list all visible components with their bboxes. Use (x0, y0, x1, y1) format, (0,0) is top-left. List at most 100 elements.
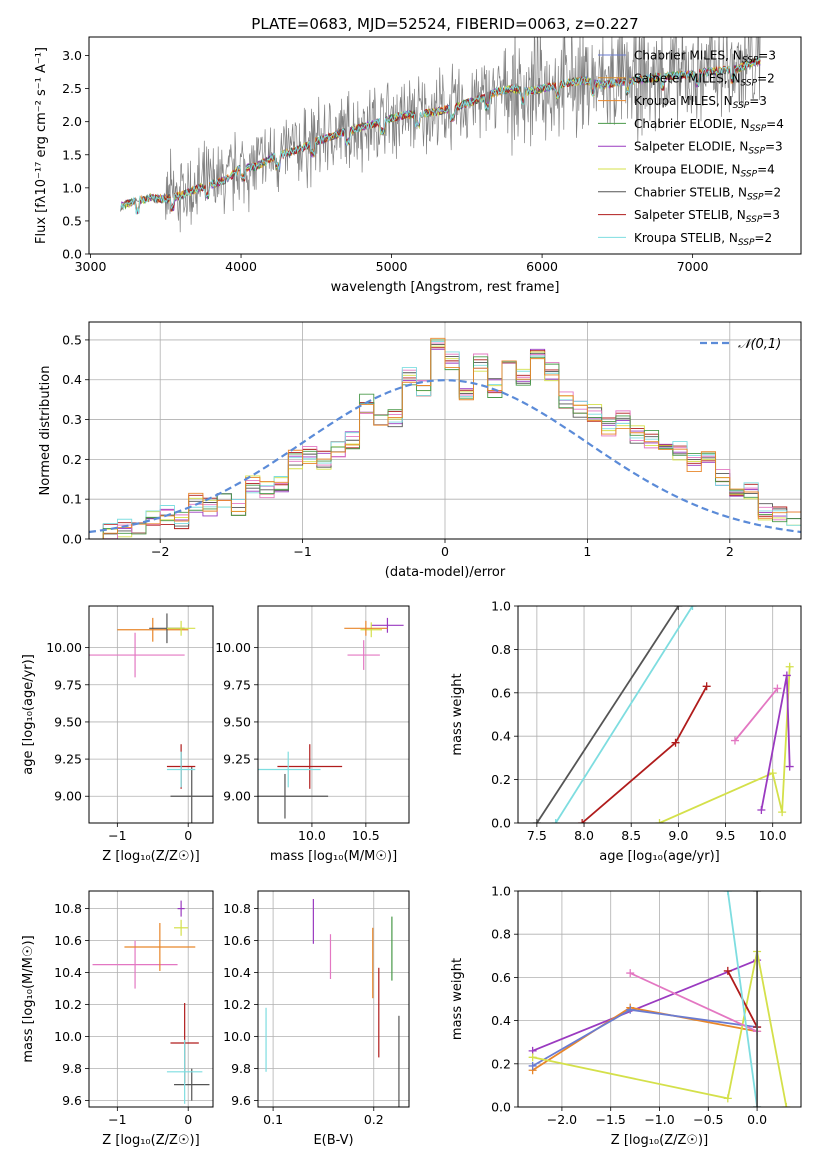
weight-point-marker (528, 1061, 537, 1070)
axes-frame (88, 890, 214, 1108)
weight-point-marker (782, 1103, 791, 1107)
y-tick-label: 2.5 (62, 81, 82, 96)
legend-entry: Salpeter MILES, NSSP=2 (634, 71, 775, 88)
axes-frame (88, 36, 802, 255)
y-tick-label: 10.0 (223, 1029, 251, 1044)
y-tick-label: 1.5 (62, 147, 82, 162)
x-tick-label: 6000 (526, 259, 558, 274)
y-tick-label: 10.00 (46, 640, 82, 655)
y-tick-label: 9.6 (62, 1093, 82, 1108)
weight-point-marker (671, 738, 680, 747)
age-vs-mass-panel: 10.0 10.5 9.00 9.25 9.50 9.75 10.00 mass [log₁₀… (215, 605, 410, 864)
y-tick-label: 9.75 (223, 677, 251, 692)
weight-point-marker (753, 891, 762, 895)
legend-entry: Kroupa STELIB, NSSP=2 (634, 231, 772, 248)
weight-point-marker (778, 808, 787, 817)
x-tick-label: −2 (151, 544, 169, 559)
y-tick-label: 0.4 (62, 372, 82, 387)
x-tick-label: −1 (293, 544, 311, 559)
legend-entry: Salpeter ELODIE, NSSP=3 (634, 140, 783, 157)
y-tick-label: 0.2 (491, 1056, 511, 1071)
data-layer (120, 37, 761, 233)
y-tick-label: 0.6 (491, 970, 511, 985)
weight-series-line (726, 891, 758, 1107)
x-tick-label: −1.5 (596, 1112, 626, 1127)
y-tick-label: 3.0 (62, 48, 82, 63)
y-tick-label: 10.4 (223, 965, 251, 980)
axes-frame (88, 321, 802, 540)
x-tick-label: 9.0 (668, 828, 688, 843)
x-tick-label: 7000 (677, 259, 709, 274)
legend-entry: Chabrier STELIB, NSSP=2 (634, 185, 781, 202)
y-axis-label: age [log₁₀(age/yr)] (21, 654, 36, 775)
weight-series-line (532, 1006, 758, 1072)
y-tick-label: 10.2 (54, 997, 82, 1012)
weight-series-line (536, 606, 680, 823)
mass-weight-vs-metallicity-panel: −2.0 −1.5 −1.0 −0.5 0.0 0.0 0.2 0.4 0.6 0.8 1.0 Z [… (450, 884, 802, 1148)
y-tick-label: 0.8 (491, 642, 511, 657)
y-tick-label: 10.6 (223, 933, 251, 948)
y-tick-label: 0.5 (62, 213, 82, 228)
mass-weight-vs-age-panel: 7.5 8.0 8.5 9.0 9.5 10.0 0.0 0.2 0.4 0.6 0.8 1.0 age… (450, 599, 802, 864)
y-tick-label: 10.4 (54, 965, 82, 980)
x-axis-label: mass [log₁₀(M/M☉)] (270, 849, 397, 864)
y-tick-label: 0.6 (491, 685, 511, 700)
y-tick-label: 0.3 (62, 412, 82, 427)
y-tick-label: 9.00 (54, 789, 82, 804)
x-axis-label: Z [log₁₀(Z/Z☉)] (102, 1133, 199, 1148)
x-tick-label: −1.0 (644, 1112, 674, 1127)
model-spectrum-line (120, 56, 761, 215)
x-tick-label: 0.0 (747, 1112, 767, 1127)
y-tick-label: 9.6 (231, 1093, 251, 1108)
weight-point-marker (785, 662, 794, 671)
x-tick-label: 4000 (225, 259, 257, 274)
y-tick-label: 9.25 (223, 752, 251, 767)
weight-point-marker (532, 819, 541, 823)
weight-point-marker (626, 1005, 635, 1014)
y-tick-label: 0.0 (62, 247, 82, 262)
axes-frame (517, 890, 802, 1108)
weight-point-marker (578, 819, 587, 823)
weight-point-marker (688, 606, 697, 610)
mass-vs-ebv-panel: 0.1 0.2 9.6 9.8 10.0 10.2 10.4 10.6 10.8 E(B-V) (223, 890, 410, 1148)
histogram-step (89, 337, 801, 539)
x-tick-label: 10.0 (298, 828, 326, 843)
weight-point-marker (551, 819, 560, 823)
x-axis-label: wavelength [Angstrom, rest frame] (331, 280, 560, 295)
legend-entry: Kroupa MILES, NSSP=3 (634, 94, 767, 111)
data-layer (532, 606, 794, 823)
weight-point-marker (723, 891, 732, 895)
x-tick-label: 0.2 (364, 1112, 384, 1127)
y-axis-label: Flux [fλ10⁻¹⁷ erg cm⁻² s⁻¹ A⁻¹] (34, 47, 49, 244)
x-tick-label: 10.5 (352, 828, 380, 843)
x-axis-label: (data-model)/error (385, 565, 506, 580)
data-layer (89, 613, 213, 823)
y-axis-label: mass weight (450, 958, 465, 1040)
y-tick-label: 10.6 (54, 933, 82, 948)
axes-frame (257, 605, 410, 824)
axes-frame (257, 890, 410, 1108)
residual-histogram-panel: −2 −1 0 1 2 0.0 0.1 0.2 0.3 0.4 0.5 𝒩(0,1) (data-mod… (38, 321, 802, 580)
x-axis-label: Z [log₁₀(Z/Z☉)] (102, 849, 199, 864)
data-layer (528, 891, 791, 1107)
y-tick-label: 0.0 (62, 532, 82, 547)
weight-series-line (581, 685, 708, 823)
y-tick-label: 1.0 (62, 180, 82, 195)
histogram-step (89, 339, 801, 539)
x-tick-label: 2 (726, 544, 734, 559)
y-tick-label: 10.8 (223, 901, 251, 916)
y-tick-label: 0.8 (491, 927, 511, 942)
mass-vs-metallicity-panel: −1 0 9.6 9.8 10.0 10.2 10.4 10.6 10.8 Z [log₁₀(Z/… (21, 890, 214, 1148)
y-tick-label: 9.50 (54, 714, 82, 729)
weight-point-marker (773, 684, 782, 693)
y-tick-label: 9.75 (54, 677, 82, 692)
weight-point-marker (528, 1053, 537, 1062)
weight-point-marker (723, 966, 732, 975)
legend-entry: Kroupa ELODIE, NSSP=4 (634, 163, 775, 180)
x-tick-label: −2.0 (547, 1112, 577, 1127)
weight-point-marker (702, 682, 711, 691)
x-tick-label: 0 (441, 544, 449, 559)
weight-point-marker (655, 819, 664, 823)
y-tick-label: 0.0 (491, 816, 511, 831)
y-tick-label: 9.00 (223, 789, 251, 804)
